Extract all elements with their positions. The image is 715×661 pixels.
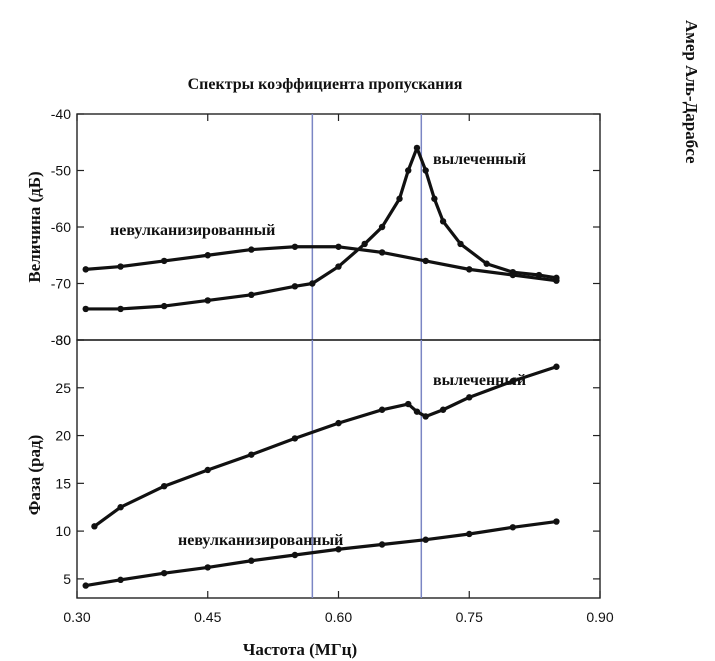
bottom-series-line-0 <box>92 365 559 528</box>
top-reference-lines <box>311 114 423 340</box>
top-data-point <box>422 167 429 174</box>
bottom-data-point <box>439 406 447 413</box>
bottom-y-tick-label: 10 <box>55 523 71 539</box>
bottom-data-point <box>466 394 473 401</box>
x-tick-label: 0.75 <box>456 609 483 625</box>
bottom-data-point <box>117 576 124 584</box>
bottom-data-point <box>117 504 124 511</box>
bottom-data-point <box>405 400 412 408</box>
annotation-cured-bottom: вылеченный <box>433 372 526 389</box>
bottom-data-point <box>466 530 473 538</box>
bottom-data-point <box>553 363 560 370</box>
top-data-point <box>439 218 447 225</box>
bottom-data-point <box>82 582 89 589</box>
top-data-point <box>204 297 211 304</box>
bottom-panel: 30 25 20 15 10 5 0.30 0.45 0.60 0.75 0.90 Фаза (р… <box>25 114 614 659</box>
annotation-uncured-top: невулканизированный <box>110 222 275 239</box>
bottom-y-tick-label: 20 <box>55 428 71 444</box>
top-y-tick-label: -70 <box>51 276 71 292</box>
bottom-reference-lines <box>311 340 423 598</box>
top-series-group <box>82 144 560 313</box>
top-y-tick-label: -40 <box>51 106 71 122</box>
bottom-data-point <box>509 524 517 531</box>
bottom-y-tick-label: 5 <box>63 571 71 587</box>
top-data-point <box>509 271 517 279</box>
bottom-y-tick-label: 30 <box>55 332 71 348</box>
bottom-data-point <box>160 569 168 577</box>
top-data-point <box>457 240 464 248</box>
top-y-ticks: -40 -50 -60 -70 -80 <box>51 106 600 348</box>
x-ticks: 0.30 0.45 0.60 0.75 0.90 <box>63 114 614 625</box>
x-tick-label: 0.90 <box>586 609 613 625</box>
top-data-point <box>291 243 299 250</box>
top-data-point <box>160 257 168 265</box>
bottom-data-point <box>248 451 255 458</box>
top-data-point <box>335 263 342 270</box>
bottom-data-point <box>509 377 517 385</box>
top-data-point <box>378 249 386 256</box>
top-data-point <box>117 305 124 313</box>
x-tick-label: 0.45 <box>194 609 221 625</box>
bottom-data-point <box>204 564 211 571</box>
top-y-tick-label: -80 <box>51 332 71 348</box>
annotation-cured-top: вылеченный <box>433 151 526 168</box>
bottom-data-point <box>291 435 299 442</box>
top-y-tick-label: -60 <box>51 219 71 235</box>
annotation-uncured-bottom: невулканизированный <box>178 532 343 549</box>
top-data-point <box>431 195 438 202</box>
bottom-data-point <box>335 546 342 553</box>
top-series-line-1 <box>84 245 559 283</box>
top-data-point <box>82 305 89 313</box>
top-data-point <box>483 260 490 267</box>
bottom-data-point <box>335 419 342 427</box>
bottom-data-point <box>91 523 98 530</box>
bottom-y-tick-label: 25 <box>55 380 71 396</box>
bottom-y-tick-label: 15 <box>55 475 71 491</box>
bottom-series-group <box>82 363 560 589</box>
bottom-y-ticks: 30 25 20 15 10 5 <box>55 332 600 587</box>
x-tick-label: 0.30 <box>63 609 90 625</box>
top-data-point <box>248 246 255 253</box>
bottom-data-point <box>422 413 429 420</box>
bottom-data-point <box>160 483 168 490</box>
top-data-point <box>82 266 89 273</box>
top-data-point <box>413 144 421 152</box>
bottom-data-point <box>422 536 429 543</box>
x-tick-label: 0.60 <box>325 609 352 625</box>
top-data-point <box>309 280 316 287</box>
bottom-data-point <box>204 466 211 474</box>
top-data-point <box>204 252 211 259</box>
author-credit: Амер Аль-Дарабсе <box>682 20 701 164</box>
chart-title: Спектры коэффициента пропускания <box>188 76 463 93</box>
top-data-point <box>553 277 560 284</box>
bottom-y-axis-label: Фаза (рад) <box>25 435 44 516</box>
top-y-axis-label: Величина (дБ) <box>25 171 44 282</box>
top-data-point <box>405 167 412 174</box>
bottom-data-point <box>378 406 386 413</box>
bottom-data-point <box>378 541 386 548</box>
bottom-data-point <box>553 518 560 525</box>
bottom-data-point <box>291 551 299 559</box>
top-data-point <box>291 283 299 290</box>
top-data-point <box>361 240 368 248</box>
top-data-point <box>396 195 403 202</box>
top-data-point <box>378 223 386 231</box>
top-data-point <box>117 263 124 270</box>
top-data-point <box>422 257 429 265</box>
top-panel: -40 -50 -60 -70 -80 Величина (дБ) вылеченный… <box>25 106 601 348</box>
top-data-point <box>160 302 168 310</box>
top-y-tick-label: -50 <box>51 163 71 179</box>
bottom-data-point <box>248 557 255 564</box>
x-axis-label: Частота (МГц) <box>243 640 357 659</box>
top-data-point <box>248 291 255 298</box>
top-data-point <box>466 266 473 273</box>
bottom-data-point <box>413 408 421 415</box>
bottom-series-line-1 <box>84 519 559 588</box>
top-data-point <box>335 243 342 250</box>
